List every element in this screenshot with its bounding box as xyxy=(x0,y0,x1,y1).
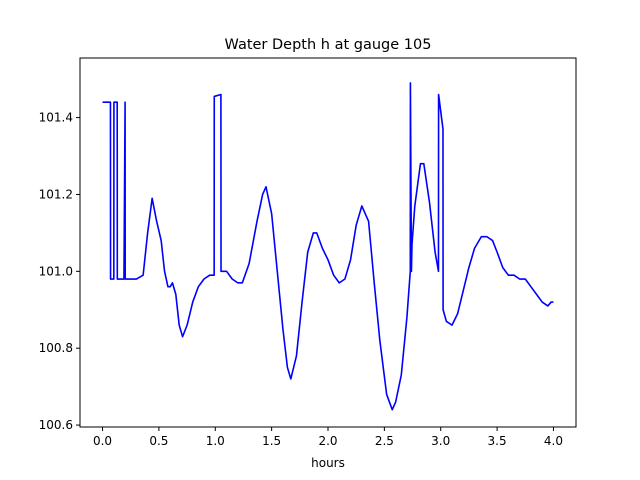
y-tick-label: 101.2 xyxy=(39,187,73,201)
x-tick-label: 0.5 xyxy=(149,434,168,448)
y-axis-ticks: 100.6 100.8 101.0 101.2 101.4 xyxy=(39,111,80,432)
x-tick-label: 3.0 xyxy=(431,434,450,448)
x-tick-label: 3.5 xyxy=(488,434,507,448)
x-tick-label: 1.0 xyxy=(206,434,225,448)
y-tick-label: 101.0 xyxy=(39,264,73,278)
x-tick-label: 4.0 xyxy=(544,434,563,448)
x-tick-label: 2.0 xyxy=(318,434,337,448)
x-tick-label: 1.5 xyxy=(262,434,281,448)
chart-title: Water Depth h at gauge 105 xyxy=(225,37,432,53)
series-layer xyxy=(102,82,554,411)
x-axis-ticks: 0.0 0.5 1.0 1.5 2.0 2.5 3.0 3.5 4.0 xyxy=(93,427,563,448)
x-tick-label: 2.5 xyxy=(375,434,394,448)
plot-area xyxy=(80,58,576,427)
x-tick-label: 0.0 xyxy=(93,434,112,448)
y-tick-label: 100.8 xyxy=(39,341,73,355)
x-axis-label: hours xyxy=(311,456,345,470)
y-tick-label: 101.4 xyxy=(39,111,73,125)
series-line-1 xyxy=(102,82,554,411)
y-tick-label: 100.6 xyxy=(39,418,73,432)
